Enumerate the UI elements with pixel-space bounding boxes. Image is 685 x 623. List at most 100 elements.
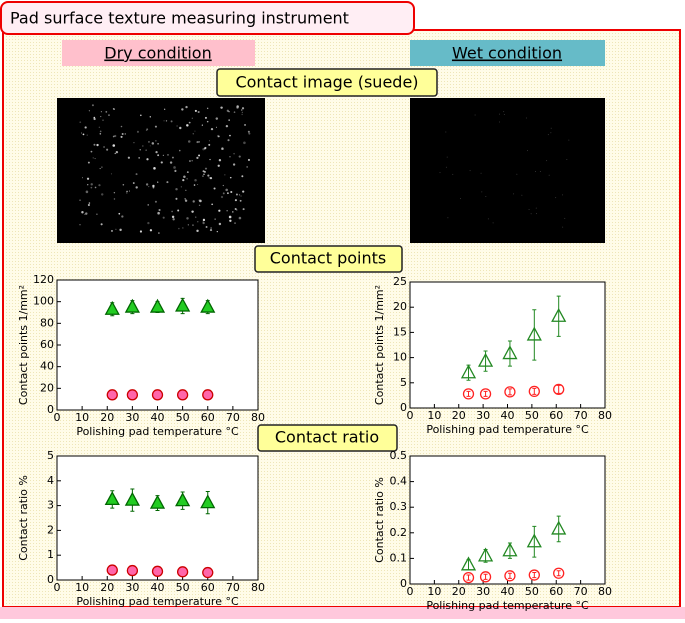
speckle	[440, 172, 441, 173]
speckle	[235, 208, 237, 210]
speckle	[199, 205, 200, 206]
speckle	[239, 194, 240, 195]
speckle	[248, 131, 250, 133]
circle-marker	[107, 565, 117, 575]
speckle	[82, 177, 83, 178]
speckle	[120, 136, 122, 138]
speckle	[192, 118, 193, 119]
x-tick-label: 40	[151, 411, 165, 424]
speckle	[233, 153, 235, 155]
x-axis-label: Polishing pad temperature °C	[76, 425, 239, 438]
speckle	[242, 112, 243, 113]
speckle	[197, 184, 198, 185]
speckle	[196, 230, 198, 232]
speckle	[133, 182, 135, 184]
speckle	[207, 108, 208, 109]
speckle	[138, 157, 140, 159]
x-tick-label: 60	[549, 409, 563, 422]
speckle	[207, 121, 209, 123]
speckle	[488, 218, 489, 219]
speckle	[115, 153, 116, 154]
speckle	[111, 230, 113, 232]
speckle	[87, 184, 88, 185]
x-tick-label: 30	[476, 585, 490, 598]
speckle	[460, 198, 461, 199]
speckle	[546, 160, 547, 161]
speckle	[228, 119, 229, 120]
circle-marker	[178, 567, 188, 577]
speckle	[223, 192, 225, 194]
speckle	[205, 117, 207, 119]
speckle	[161, 161, 163, 163]
speckle	[243, 208, 245, 210]
speckle	[172, 216, 174, 218]
y-tick-label: 2	[47, 523, 54, 536]
speckle	[173, 166, 176, 169]
speckle	[184, 198, 185, 199]
speckle	[116, 151, 118, 153]
y-tick-label: 0.4	[390, 475, 408, 488]
speckle	[158, 209, 160, 211]
speckle	[175, 188, 177, 190]
speckle	[202, 124, 203, 125]
x-tick-label: 0	[407, 409, 414, 422]
x-tick-label: 50	[525, 409, 539, 422]
speckle	[172, 157, 174, 159]
speckle	[203, 219, 205, 221]
circle-marker	[107, 390, 117, 400]
speckle	[126, 191, 127, 192]
speckle	[225, 189, 228, 192]
speckle	[88, 162, 90, 164]
x-tick-label: 70	[574, 409, 588, 422]
speckle	[95, 187, 97, 189]
x-tick-label: 60	[201, 411, 215, 424]
speckle	[226, 210, 227, 211]
speckle	[147, 204, 149, 206]
x-tick-label: 80	[598, 585, 612, 598]
speckle	[229, 216, 232, 219]
speckle	[481, 191, 482, 192]
speckle	[171, 211, 173, 213]
speckle	[125, 133, 126, 134]
circle-marker	[203, 390, 213, 400]
speckle	[228, 111, 229, 112]
speckle	[114, 192, 115, 193]
speckle	[176, 125, 177, 126]
speckle	[203, 173, 205, 175]
speckle	[452, 174, 453, 175]
speckle	[115, 229, 116, 230]
y-tick-label: 120	[33, 273, 54, 286]
x-tick-label: 70	[226, 411, 240, 424]
speckle	[193, 200, 195, 202]
speckle	[240, 195, 241, 196]
x-tick-label: 10	[75, 411, 89, 424]
speckle	[470, 170, 471, 171]
wet-label: Wet condition	[452, 44, 562, 63]
x-tick-label: 80	[598, 409, 612, 422]
speckle	[192, 224, 194, 226]
speckle	[242, 191, 244, 193]
speckle	[91, 187, 93, 189]
x-tick-label: 10	[75, 581, 89, 594]
speckle	[155, 201, 157, 203]
speckle	[568, 140, 569, 141]
speckle	[98, 184, 100, 186]
x-tick-label: 20	[452, 409, 466, 422]
x-tick-label: 20	[100, 411, 114, 424]
speckle	[232, 211, 234, 213]
speckle	[179, 127, 181, 129]
speckle	[195, 110, 197, 112]
y-tick-label: 0	[400, 577, 407, 590]
speckle	[236, 106, 238, 108]
speckle	[248, 159, 250, 161]
speckle	[150, 116, 151, 117]
speckle	[146, 130, 147, 131]
speckle	[243, 141, 246, 144]
speckle	[88, 204, 90, 206]
speckle	[527, 150, 528, 151]
speckle	[114, 198, 115, 199]
speckle	[540, 171, 541, 172]
speckle	[148, 186, 149, 187]
y-tick-label: 10	[393, 351, 407, 364]
speckle	[137, 131, 139, 133]
